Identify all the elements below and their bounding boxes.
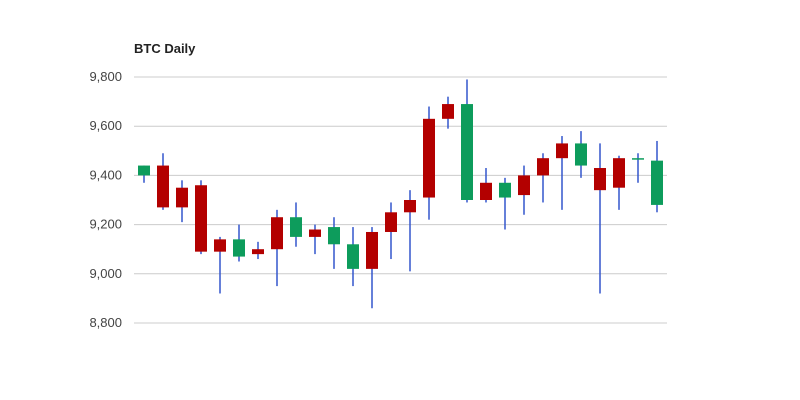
candle [214, 236, 226, 294]
candle [594, 143, 606, 294]
candle-body-up [347, 244, 359, 269]
candle-body-up [233, 239, 245, 257]
candle [233, 224, 245, 262]
candle [480, 168, 492, 203]
candle [613, 155, 625, 210]
candle [651, 140, 663, 213]
candle [176, 180, 188, 223]
candle [271, 209, 283, 287]
candle-body-down [157, 165, 169, 208]
y-tick-label: 9,400 [89, 167, 122, 182]
candle-body-down [480, 182, 492, 200]
y-tick-label: 9,000 [89, 266, 122, 281]
candle-body-down [404, 200, 416, 213]
candle-body-up [575, 143, 587, 166]
candle [499, 177, 511, 230]
candle-body-down [176, 187, 188, 208]
candle-body-down [252, 249, 264, 255]
y-tick-label: 8,800 [89, 315, 122, 330]
candle [290, 202, 302, 247]
candle-body-down [537, 158, 549, 176]
candle [537, 153, 549, 203]
candle-body-up [632, 158, 644, 160]
candle [518, 165, 530, 215]
candle [442, 96, 454, 129]
candle-body-up [499, 182, 511, 198]
y-tick-label: 9,200 [89, 217, 122, 232]
candle-body-up [138, 165, 150, 176]
candle-body-down [366, 231, 378, 269]
y-axis-labels: 9,800 9,600 9,400 9,200 9,000 8,800 [89, 69, 122, 330]
candle-body-down [613, 158, 625, 188]
candle [195, 180, 207, 255]
candle [461, 79, 473, 203]
chart-title: BTC Daily [134, 41, 196, 56]
candle-body-up [651, 160, 663, 205]
candles [138, 79, 663, 309]
candle [328, 217, 340, 269]
candle-body-down [195, 185, 207, 252]
candle-body-down [385, 212, 397, 232]
candle [138, 165, 150, 183]
candle [404, 190, 416, 272]
candle [252, 241, 264, 260]
candle-body-down [442, 104, 454, 119]
candle [556, 136, 568, 210]
y-tick-label: 9,800 [89, 69, 122, 84]
candle-body-up [461, 104, 473, 200]
candle-body-down [556, 143, 568, 159]
grid [134, 76, 667, 324]
candle-body-down [594, 168, 606, 191]
candle-body-down [423, 118, 435, 198]
candle-body-down [271, 217, 283, 250]
candle [157, 153, 169, 210]
candle [385, 202, 397, 260]
y-tick-label: 9,600 [89, 118, 122, 133]
candle-body-down [518, 175, 530, 196]
candle [575, 131, 587, 178]
candle-body-up [328, 227, 340, 245]
candle-body-up [290, 217, 302, 237]
candle [632, 153, 644, 183]
candle [366, 227, 378, 309]
candle-body-down [309, 229, 321, 237]
candle-body-down [214, 239, 226, 252]
candle [347, 227, 359, 287]
candle [423, 106, 435, 220]
candle [309, 224, 321, 255]
